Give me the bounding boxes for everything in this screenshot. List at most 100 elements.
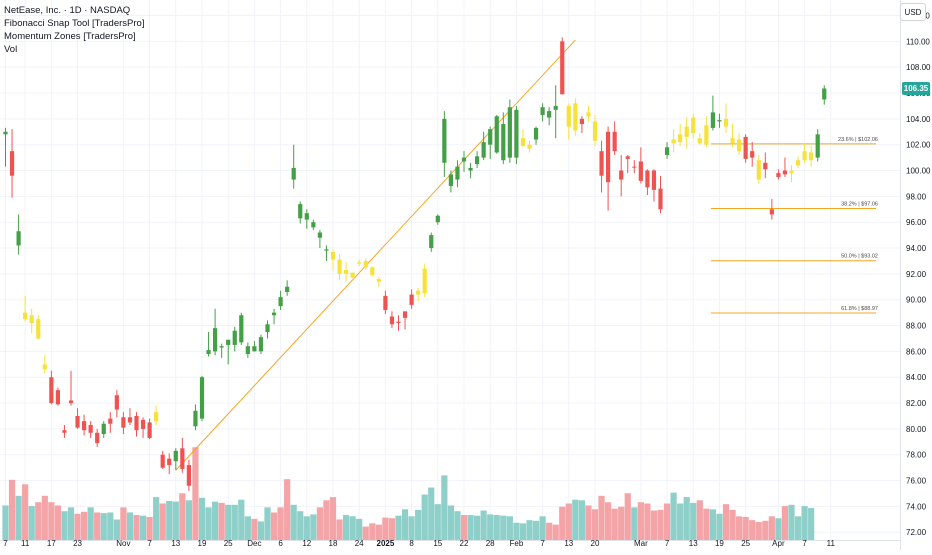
indicator-fibonacci-label[interactable]: Fibonacci Snap Tool [TradersPro]: [4, 18, 145, 29]
x-tick-label: 24: [355, 539, 364, 548]
volume-bar: [126, 512, 134, 540]
candle-body: [723, 118, 729, 127]
volume-bar: [336, 519, 343, 540]
y-tick-label: 78.00: [906, 451, 927, 460]
x-tick-label: 19: [715, 539, 724, 548]
volume-bar: [506, 516, 513, 540]
volume-bar: [356, 518, 363, 540]
volume-bar: [624, 493, 631, 540]
volume-bar: [290, 504, 297, 540]
candle-body: [285, 286, 290, 292]
candle-body: [95, 432, 100, 444]
candle-body: [173, 450, 178, 462]
volume-bar: [198, 497, 206, 540]
x-tick-label: 23: [73, 539, 82, 548]
x-tick-label: 28: [486, 539, 495, 548]
candle-body: [547, 111, 552, 118]
volume-bar: [650, 510, 658, 540]
candle-body: [344, 270, 349, 274]
x-tick-label: 6: [278, 539, 283, 548]
candle-body: [363, 260, 368, 268]
candle-body: [763, 162, 768, 170]
candle-body: [49, 377, 54, 404]
candle-body: [475, 156, 480, 165]
last-price-tag: 106.35: [902, 81, 930, 95]
volume-bar: [81, 511, 88, 540]
volume-bar: [742, 516, 749, 540]
x-tick-label: 11: [827, 539, 836, 548]
volume-bar: [637, 502, 644, 540]
candle-body: [638, 161, 643, 181]
candle-body: [664, 147, 670, 156]
volume-bar: [808, 508, 815, 540]
candle-body: [265, 324, 270, 333]
candle-body: [776, 173, 781, 177]
indicator-momentum-label[interactable]: Momentum Zones [TradersPro]: [4, 31, 136, 42]
candle-body: [350, 272, 355, 278]
candle-body: [422, 268, 427, 294]
candle-body: [127, 417, 133, 423]
volume-bar: [179, 493, 186, 540]
candle-body: [271, 312, 277, 316]
candle-body: [789, 170, 794, 174]
volume-bar: [428, 487, 435, 540]
volume-layer: [2, 447, 815, 540]
candle-body: [671, 139, 676, 144]
x-tick-label: Feb: [510, 539, 524, 548]
volume-bar: [41, 495, 48, 540]
candle-body: [684, 126, 689, 137]
candle-body: [494, 116, 499, 153]
candle-body: [101, 423, 106, 435]
volume-bar: [133, 515, 140, 540]
candle-body: [147, 422, 152, 438]
volume-bar: [709, 509, 716, 540]
x-tick-label: 7: [540, 539, 545, 548]
volume-bar: [683, 497, 690, 540]
candle-body: [219, 346, 224, 348]
candle-body: [533, 127, 539, 140]
candle-body: [82, 421, 87, 431]
candle-body: [691, 117, 696, 134]
volume-bar: [61, 511, 68, 540]
candle-body: [782, 170, 788, 175]
volume-bar: [644, 503, 651, 540]
x-tick-label: 17: [47, 539, 56, 548]
volume-bar: [388, 518, 396, 540]
candle-body: [507, 107, 512, 158]
candle-body: [730, 138, 735, 144]
volume-bar: [100, 513, 107, 540]
volume-bar: [323, 500, 330, 540]
candle-body: [396, 321, 401, 323]
x-tick-label: 18: [329, 539, 338, 548]
volume-bar: [310, 514, 317, 540]
volume-bar: [663, 503, 671, 540]
candle-body: [68, 400, 74, 404]
volume-bar: [696, 500, 703, 540]
volume-bar: [159, 503, 166, 540]
candle-body: [213, 328, 218, 352]
y-tick-label: 100.00: [906, 167, 931, 176]
volume-bar: [605, 502, 612, 540]
currency-button[interactable]: USD: [900, 3, 926, 21]
fib-level-label: 38.2% | $97.06: [841, 202, 878, 208]
y-tick-label: 86.00: [906, 347, 927, 356]
y-tick-label: 110.00: [906, 37, 930, 46]
candle-body: [573, 103, 578, 131]
volume-bar: [454, 511, 461, 540]
candle-body: [42, 364, 47, 370]
candle-body: [193, 410, 198, 427]
candle-body: [514, 109, 519, 158]
indicator-volume-label[interactable]: Vol: [4, 44, 18, 55]
symbol-title[interactable]: NetEase, Inc. · 1D · NASDAQ: [4, 5, 131, 16]
volume-bar: [270, 512, 278, 540]
y-tick-label: 104.00: [906, 115, 931, 124]
fib-level-label: 61.8% | $88.97: [841, 306, 878, 312]
volume-bar: [113, 519, 120, 540]
candle-body: [737, 139, 742, 152]
x-tick-label: 20: [591, 539, 600, 548]
volume-bar: [467, 515, 474, 540]
candle-body: [317, 232, 322, 238]
volume-bar: [500, 515, 507, 540]
